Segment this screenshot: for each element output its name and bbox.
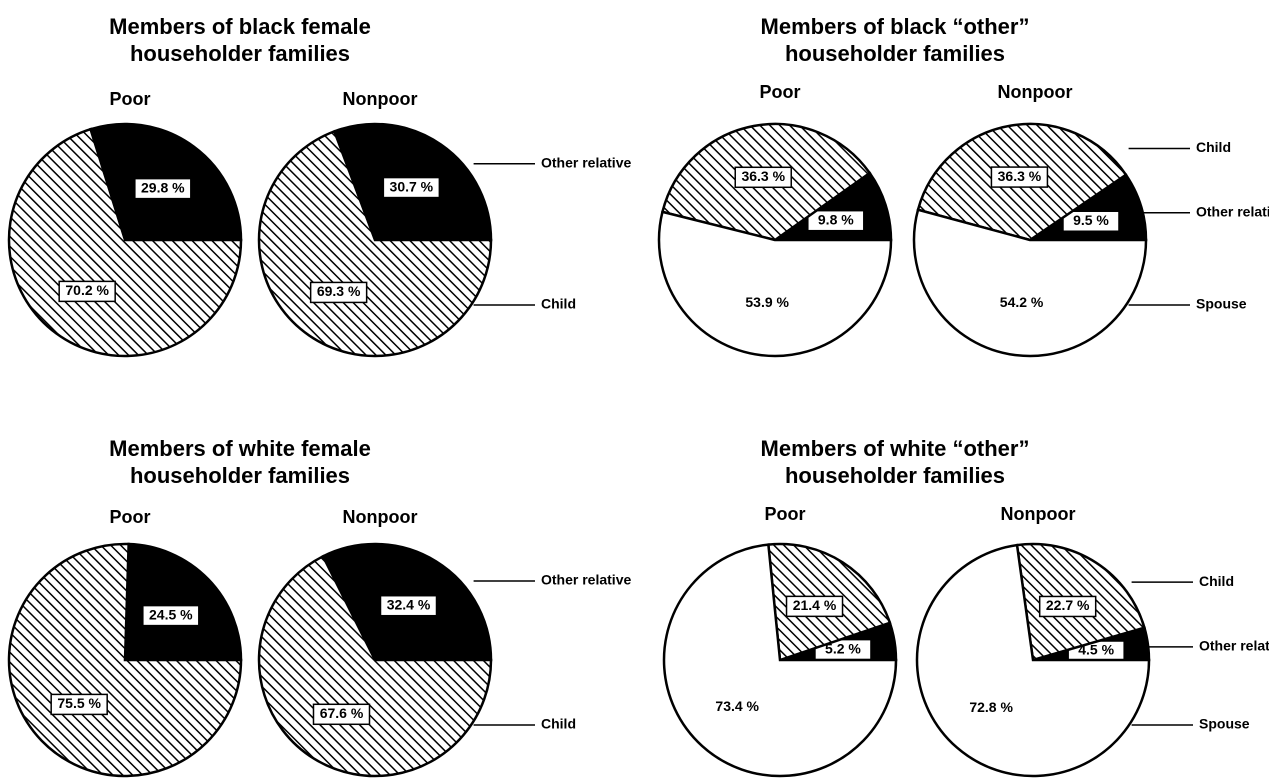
value-label: 5.2 % [825, 640, 861, 656]
category-label: Child [541, 296, 576, 312]
value-label-box [58, 280, 116, 303]
category-label: Child [1196, 139, 1231, 155]
value-label: 73.4 % [715, 698, 759, 714]
value-label-box [734, 166, 792, 189]
value-label: 24.5 % [149, 606, 193, 622]
value-label-box [309, 281, 368, 304]
value-label-box [807, 209, 865, 232]
value-label: 9.5 % [1073, 212, 1109, 228]
value-label: 69.3 % [317, 283, 361, 299]
value-label: 36.3 % [741, 168, 785, 184]
pie-slice [915, 543, 1151, 778]
value-label-box [50, 693, 108, 716]
category-label: Spouse [1196, 296, 1247, 312]
value-label: 54.2 % [1000, 294, 1044, 310]
pie-name: Poor [109, 507, 150, 527]
value-label: 21.4 % [793, 597, 837, 613]
value-label: 72.8 % [969, 699, 1013, 715]
chart-title: householder families [785, 41, 1005, 66]
value-label-box [1038, 595, 1097, 618]
category-label: Child [541, 716, 576, 732]
category-label: Child [1199, 573, 1234, 589]
pie-slice [912, 208, 1148, 358]
pie-slice [7, 542, 243, 778]
value-label-box [1062, 210, 1120, 232]
pie-slice [657, 210, 893, 358]
value-label-box [142, 604, 200, 627]
chart-title: Members of black female [109, 14, 371, 39]
category-label: Other relative [541, 572, 631, 588]
value-label: 22.7 % [1046, 597, 1090, 613]
value-label-box [382, 176, 441, 199]
value-label: 30.7 % [390, 178, 434, 194]
chart-title: householder families [785, 463, 1005, 488]
pie-slice [123, 542, 243, 662]
category-label: Other relative [1199, 638, 1269, 654]
pie-slice [662, 543, 898, 778]
value-label: 53.9 % [745, 294, 789, 310]
value-label: 75.5 % [57, 695, 101, 711]
pie-name: Nonpoor [343, 89, 418, 109]
category-label: Other relative [541, 154, 631, 170]
pie-name: Nonpoor [998, 82, 1073, 102]
pie-name: Poor [109, 89, 150, 109]
value-label-box [312, 703, 371, 726]
chart-title: Members of white female [109, 436, 371, 461]
value-label: 67.6 % [320, 705, 364, 721]
pie-name: Nonpoor [343, 507, 418, 527]
pie-name: Poor [759, 82, 800, 102]
value-label: 29.8 % [141, 179, 185, 195]
category-label: Other relative [1196, 203, 1269, 219]
value-label: 4.5 % [1078, 642, 1114, 658]
pie-name: Poor [764, 504, 805, 524]
category-label: Spouse [1199, 716, 1250, 732]
value-label-box [379, 594, 438, 617]
value-label-box [990, 166, 1049, 188]
value-label: 70.2 % [65, 282, 109, 298]
chart-title: householder families [130, 463, 350, 488]
value-label: 9.8 % [818, 211, 854, 227]
value-label-box [785, 595, 844, 618]
chart-title: Members of white “other” [761, 436, 1030, 461]
chart-title: Members of black “other” [761, 14, 1030, 39]
chart-title: householder families [130, 41, 350, 66]
value-label-box [134, 177, 192, 200]
value-label: 32.4 % [387, 596, 431, 612]
value-label: 36.3 % [998, 168, 1042, 184]
pie-name: Nonpoor [1001, 504, 1076, 524]
